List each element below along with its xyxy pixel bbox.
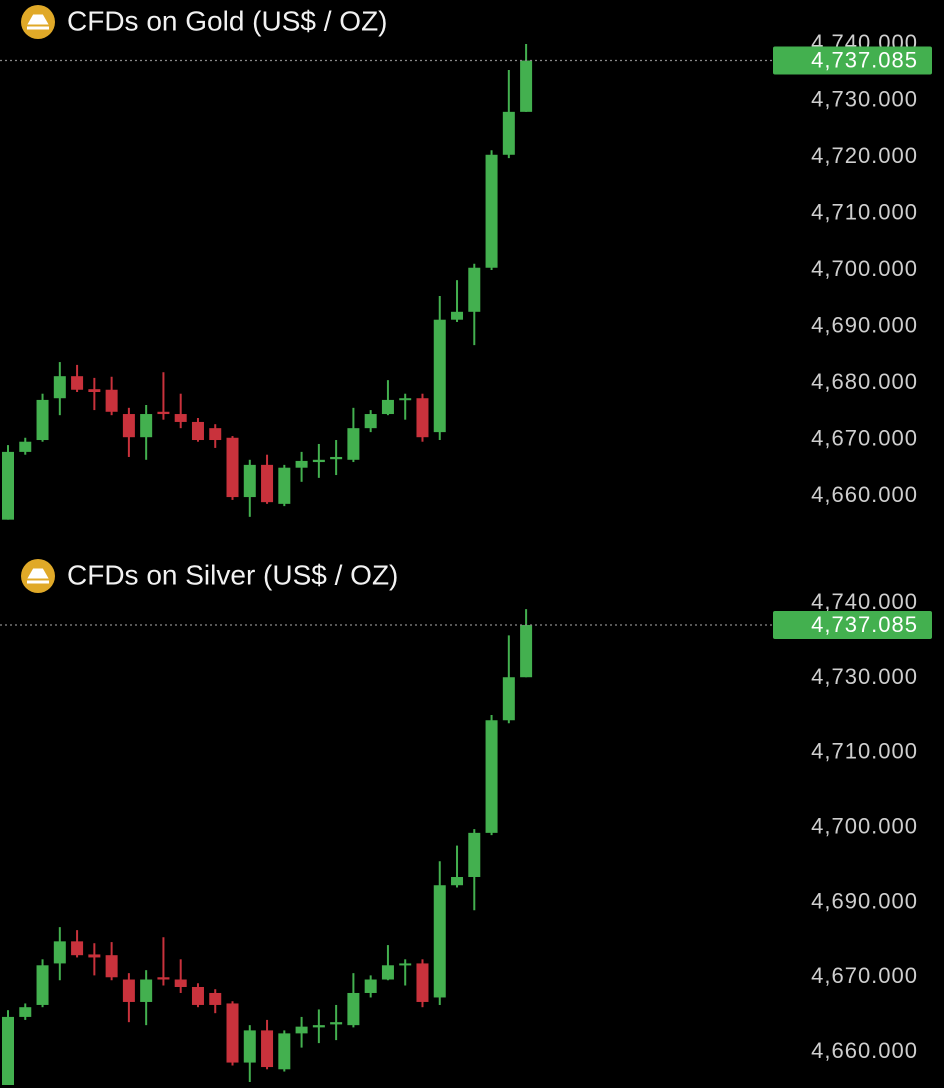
candle-body bbox=[520, 60, 533, 112]
candle-body bbox=[399, 963, 412, 966]
candle-body bbox=[2, 451, 14, 520]
candle-body bbox=[485, 720, 498, 833]
title-group bbox=[21, 5, 55, 39]
candle-body bbox=[191, 986, 204, 1005]
candle-body bbox=[295, 460, 308, 468]
y-tick-label: 4,670.000 bbox=[811, 425, 918, 450]
candle-body bbox=[520, 624, 533, 678]
icon-glyph bbox=[27, 14, 49, 30]
candle-body bbox=[209, 992, 222, 1005]
candle-body bbox=[261, 1030, 274, 1068]
y-tick-label: 4,660.000 bbox=[811, 1038, 918, 1063]
y-tick-label: 4,730.000 bbox=[811, 664, 918, 689]
candle-body bbox=[105, 955, 118, 978]
candle-body bbox=[278, 467, 291, 504]
candle-body bbox=[416, 963, 429, 1002]
y-tick-label: 4,710.000 bbox=[811, 739, 918, 764]
candle-body bbox=[36, 399, 49, 441]
candle-body bbox=[468, 832, 481, 878]
candle-body bbox=[295, 1026, 308, 1034]
y-tick-label: 4,700.000 bbox=[811, 256, 918, 281]
candle-body bbox=[347, 992, 360, 1026]
candle-body bbox=[261, 464, 274, 503]
price-label: 4,737.085 bbox=[811, 612, 918, 637]
candle-body bbox=[88, 954, 101, 958]
y-tick-label: 4,700.000 bbox=[811, 813, 918, 838]
candle-body bbox=[71, 941, 84, 956]
candle-body bbox=[19, 1007, 32, 1017]
candle-body bbox=[347, 428, 360, 460]
candle-body bbox=[140, 979, 153, 1002]
candle-body bbox=[381, 965, 394, 980]
candle-body bbox=[2, 1016, 14, 1086]
candle-body bbox=[226, 1003, 239, 1063]
chart-title: CFDs on Silver (US$ / OZ) bbox=[67, 559, 398, 590]
y-tick-label: 4,730.000 bbox=[811, 86, 918, 111]
y-tick-label: 4,690.000 bbox=[811, 888, 918, 913]
candle-body bbox=[174, 414, 187, 422]
candle-body bbox=[364, 979, 377, 993]
price-label-box bbox=[773, 46, 932, 75]
candle-body bbox=[122, 979, 135, 1002]
candle-body bbox=[53, 941, 66, 964]
candle-body bbox=[174, 979, 187, 987]
candle-body bbox=[381, 399, 394, 415]
candle-body bbox=[399, 398, 412, 401]
candle-body bbox=[364, 414, 377, 429]
candle-body bbox=[140, 414, 153, 438]
candle-body bbox=[416, 398, 429, 438]
y-tick-label: 4,740.000 bbox=[811, 589, 918, 614]
candle-body bbox=[122, 414, 135, 438]
candle-body bbox=[468, 267, 481, 312]
candle-body bbox=[71, 376, 84, 390]
y-tick-label: 4,720.000 bbox=[811, 143, 918, 168]
candle-body bbox=[53, 376, 66, 399]
candle-body bbox=[278, 1033, 291, 1070]
candle-body bbox=[243, 464, 256, 498]
candle-body bbox=[502, 111, 515, 155]
candle-body bbox=[433, 885, 446, 998]
candle-body bbox=[312, 459, 325, 463]
candle-body bbox=[19, 441, 32, 452]
candle-body bbox=[157, 977, 170, 980]
y-tick-label: 4,690.000 bbox=[811, 312, 918, 337]
candle-body bbox=[502, 677, 515, 721]
price-label: 4,737.085 bbox=[811, 47, 918, 72]
candle-body bbox=[485, 154, 498, 268]
candle-body bbox=[243, 1030, 256, 1063]
candle-body bbox=[36, 965, 49, 1005]
candle-body bbox=[451, 877, 464, 886]
candle-body bbox=[209, 428, 222, 441]
title-group bbox=[21, 559, 55, 593]
candle-body bbox=[105, 389, 118, 412]
candle-body bbox=[226, 437, 239, 498]
candle-body bbox=[88, 389, 101, 393]
y-tick-label: 4,680.000 bbox=[811, 369, 918, 394]
candle-body bbox=[433, 319, 446, 433]
candle-body bbox=[157, 411, 170, 415]
y-tick-label: 4,710.000 bbox=[811, 199, 918, 224]
y-tick-label: 4,660.000 bbox=[811, 482, 918, 507]
candle-body bbox=[330, 1022, 343, 1025]
candle-body bbox=[451, 311, 464, 320]
price-label-box bbox=[773, 610, 932, 639]
candle-body bbox=[191, 421, 204, 441]
candle-body bbox=[330, 456, 343, 460]
y-tick-label: 4,670.000 bbox=[811, 963, 918, 988]
icon-glyph bbox=[27, 568, 49, 584]
chart-title: CFDs on Gold (US$ / OZ) bbox=[67, 5, 388, 36]
candle-body bbox=[312, 1025, 325, 1028]
